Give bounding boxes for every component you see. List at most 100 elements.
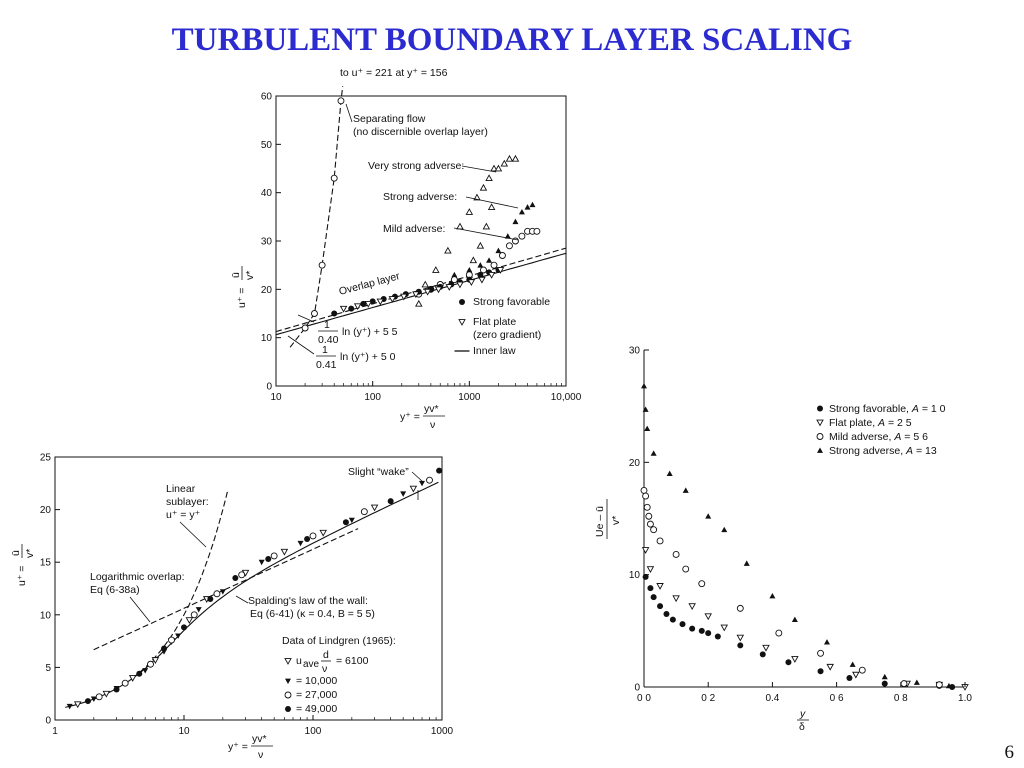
xlabel-lhs: y⁺ = bbox=[228, 741, 248, 753]
point-mild-adverse-a-5-6 bbox=[775, 629, 783, 637]
legend-marker-2 bbox=[284, 691, 292, 699]
legend-label: Strong favorable, A = 1 0 bbox=[829, 403, 946, 415]
point-10-000 bbox=[219, 589, 226, 595]
point-very-strong-adverse bbox=[465, 208, 474, 215]
annotation-linear-1: Linear bbox=[166, 483, 196, 495]
legend-param-value: = 5 6 bbox=[901, 431, 928, 443]
point-49-000 bbox=[304, 536, 311, 543]
point-27-000 bbox=[309, 532, 317, 540]
y-tick-label: 0 bbox=[634, 683, 640, 694]
point-27-000 bbox=[426, 476, 433, 484]
x-tick-label: 1.0 bbox=[958, 693, 972, 704]
point-flat-plate-a-2-5 bbox=[826, 663, 834, 671]
point-very-strong-adverse bbox=[444, 246, 452, 254]
xlabel-den: δ bbox=[799, 721, 805, 733]
point-separating-flow bbox=[301, 324, 309, 332]
x-axis-label: y⁺ = yv* ν bbox=[400, 403, 445, 431]
annotation-overlap: Overlap layer bbox=[338, 270, 402, 298]
point-49-000 bbox=[207, 596, 214, 603]
point-10-000 bbox=[419, 480, 426, 487]
x-tick-label: 10 bbox=[270, 392, 282, 403]
x-tick-label: 100 bbox=[305, 726, 322, 737]
law2-den: 0.41 bbox=[316, 359, 337, 371]
point-strong-adverse-a-13 bbox=[705, 513, 712, 519]
point-6100 bbox=[319, 529, 327, 537]
point-mild-adverse-a-5-6 bbox=[650, 526, 658, 534]
point-very-strong-adverse bbox=[421, 280, 430, 288]
point-strong-favorable-a-1-0 bbox=[737, 642, 744, 649]
data-points bbox=[66, 467, 443, 710]
y-tick-label: 25 bbox=[40, 453, 52, 464]
point-strong-favorable-a-1-0 bbox=[698, 627, 705, 634]
data-points bbox=[640, 382, 969, 691]
point-very-strong-adverse bbox=[456, 222, 464, 230]
point-flat-plate bbox=[339, 305, 348, 313]
legend-param: A bbox=[877, 417, 885, 429]
point-strong-favorable-a-1-0 bbox=[817, 668, 824, 675]
point-mild-adverse-a-5-6 bbox=[698, 580, 706, 588]
point-6100 bbox=[73, 701, 82, 709]
x-tick-label: 1 bbox=[52, 726, 58, 737]
point-27-000 bbox=[121, 679, 129, 687]
point-49-000 bbox=[342, 519, 349, 526]
point-strong-adverse-a-13 bbox=[641, 382, 647, 389]
top-note: to u⁺ = 221 at y⁺ = 156 bbox=[340, 67, 448, 79]
xlabel-den: ν bbox=[258, 749, 263, 761]
ylabel-lhs: u⁺ = bbox=[236, 288, 248, 308]
slide-title: TURBULENT BOUNDARY LAYER SCALING bbox=[171, 22, 853, 58]
point-very-strong-adverse bbox=[511, 154, 520, 162]
point-flat-plate bbox=[445, 284, 454, 291]
point-strong-favorable bbox=[477, 271, 484, 278]
legend-label: Inner law bbox=[473, 345, 516, 357]
point-49-000 bbox=[436, 467, 443, 474]
legend-frac-num: d bbox=[323, 649, 329, 661]
point-strong-adverse-a-13 bbox=[642, 406, 649, 412]
point-flat-plate-a-2-5 bbox=[641, 547, 650, 554]
axis-ticks: 1 10 100 1000 0 5 10 15 20 25 bbox=[40, 453, 454, 738]
point-10-000 bbox=[258, 559, 265, 566]
y-axis-label: u⁺ = ū v* bbox=[230, 266, 256, 308]
xlabel-num: y bbox=[799, 708, 806, 720]
point-very-strong-adverse bbox=[469, 256, 478, 264]
y-tick-label: 40 bbox=[261, 188, 273, 199]
point-flat-plate bbox=[412, 291, 420, 299]
point-flat-plate bbox=[496, 267, 505, 274]
point-flat-plate bbox=[353, 303, 362, 311]
point-flat-plate bbox=[456, 281, 464, 289]
legend-param-value: = 13 bbox=[913, 445, 937, 457]
point-mild-adverse-a-5-6 bbox=[736, 604, 744, 612]
annotation-linear-2: sublayer: bbox=[166, 496, 209, 508]
point-49-000 bbox=[265, 556, 272, 563]
point-6100 bbox=[102, 690, 111, 698]
point-flat-plate bbox=[400, 293, 408, 301]
point-strong-adverse-a-13 bbox=[849, 661, 856, 667]
point-strong-favorable bbox=[348, 305, 355, 312]
point-strong-adverse bbox=[477, 262, 484, 268]
point-strong-adverse-a-13 bbox=[791, 616, 798, 622]
legend-label: Flat plate, A = 2 5 bbox=[829, 417, 912, 429]
point-strong-favorable-a-1-0 bbox=[679, 621, 686, 628]
point-49-000 bbox=[232, 574, 239, 581]
x-tick-label: 0 0 bbox=[637, 693, 651, 704]
legend-label: Strong favorable bbox=[473, 296, 550, 308]
point-strong-favorable-a-1-0 bbox=[669, 616, 676, 623]
legend-name: Strong adverse, bbox=[829, 445, 906, 457]
curve-logarithmic-overlap bbox=[93, 528, 359, 651]
point-flat-plate bbox=[478, 276, 486, 284]
y-tick-label: 50 bbox=[261, 140, 273, 151]
point-6100 bbox=[409, 485, 418, 493]
point-mild-adverse bbox=[533, 227, 541, 235]
point-10-000 bbox=[400, 491, 407, 497]
legend-marker-strong-favorable bbox=[459, 299, 465, 305]
annotation-separating-1: Separating flow bbox=[353, 113, 426, 125]
legend: Strong favorable Flat plate(zero gradient… bbox=[454, 296, 550, 357]
point-27-000 bbox=[168, 636, 175, 644]
point-strong-favorable bbox=[369, 298, 376, 305]
legend-name: Flat plate, bbox=[829, 417, 878, 429]
point-strong-adverse bbox=[504, 233, 511, 239]
point-27-000 bbox=[238, 571, 246, 579]
y-tick-label: 30 bbox=[629, 346, 641, 357]
legend-marker-3 bbox=[817, 447, 823, 453]
legend-label-2: (zero gradient) bbox=[473, 329, 541, 341]
